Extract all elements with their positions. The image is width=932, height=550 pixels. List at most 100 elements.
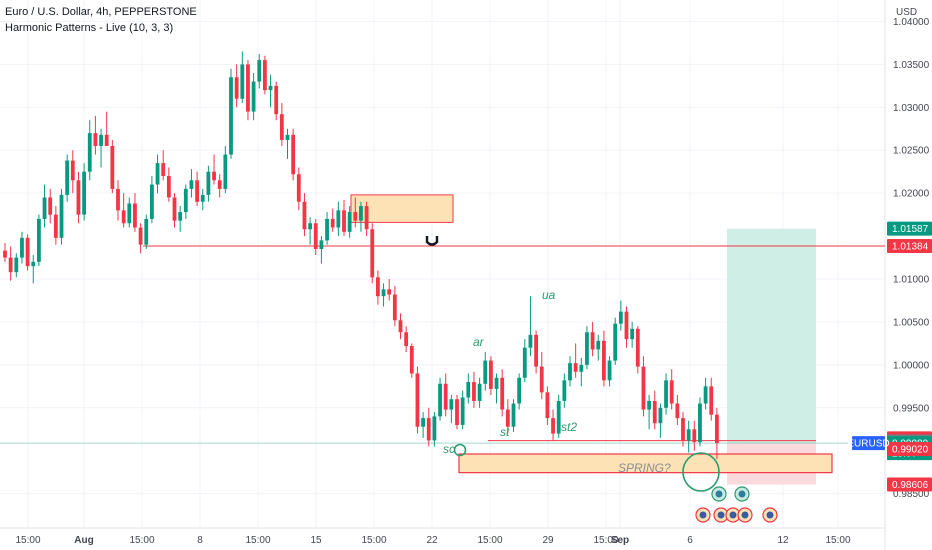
candle-body — [455, 399, 459, 425]
candle-body — [466, 382, 471, 398]
y-tick-label: 1.00500 — [893, 317, 930, 328]
price-tag — [887, 221, 932, 236]
candle-body — [82, 171, 86, 215]
candle-body — [302, 201, 307, 230]
candle-body — [494, 377, 499, 389]
currency-label: USD — [896, 7, 917, 18]
y-tick-label: 1.02000 — [893, 189, 930, 200]
candle-body — [195, 180, 199, 202]
candle-body — [65, 160, 70, 195]
candle-body — [116, 188, 120, 211]
candle-body — [70, 160, 75, 181]
event-icon-flag — [717, 511, 725, 519]
candle-body — [263, 60, 267, 91]
candle-body — [641, 366, 646, 410]
y-axis[interactable]: 1.04000 1.03500 1.03000 1.02500 1.02000 1.010… — [893, 17, 930, 500]
candle-body — [602, 340, 606, 381]
candle-body — [20, 237, 24, 258]
candle-body — [127, 203, 132, 224]
x-tick-label: Aug — [74, 535, 93, 546]
candle-body — [404, 332, 409, 346]
price-tag — [887, 239, 932, 254]
candle-body — [246, 64, 250, 112]
candle-body — [647, 400, 651, 410]
candle-body — [313, 223, 318, 249]
event-icon-flag — [699, 511, 707, 519]
candle-body — [596, 340, 601, 350]
candle-body — [319, 240, 324, 249]
candle-body — [426, 418, 431, 441]
candle-body — [223, 154, 228, 189]
candle-body — [483, 360, 488, 384]
candle-body — [150, 184, 154, 219]
candle-body — [189, 180, 194, 189]
candle-body — [37, 218, 41, 262]
candle-body — [99, 134, 103, 146]
candle-body — [421, 418, 425, 427]
x-tick-label: 12 — [777, 535, 789, 546]
symbol-tag — [852, 436, 885, 451]
event-icon-flag — [741, 511, 749, 519]
y-tick-label: 0.98500 — [893, 489, 930, 500]
candle-body — [353, 212, 358, 221]
candle-body — [76, 180, 81, 215]
candle-body — [330, 218, 335, 228]
candle-body — [607, 360, 612, 381]
candle-body — [121, 210, 126, 224]
candle-body — [308, 223, 312, 230]
candle-body — [336, 210, 341, 228]
candle-body — [14, 257, 19, 273]
candle-body — [551, 418, 555, 434]
candle-body — [511, 403, 516, 427]
x-axis[interactable]: 15:00 Aug 15:00 8 15:00 15 15:00 22 15:00 29 15:00… — [15, 535, 850, 546]
candle-body — [392, 294, 397, 321]
candle-body — [505, 409, 510, 427]
candle-body — [87, 133, 92, 172]
overlays: ar ua st st2 sc SPRING? — [425, 236, 778, 523]
candle-body — [489, 360, 493, 389]
x-tick-label: 15 — [310, 535, 322, 546]
spring-zone — [458, 453, 833, 474]
candle-body — [25, 237, 30, 267]
candle-body — [347, 212, 352, 232]
candle-body — [669, 380, 674, 404]
x-tick-label: 8 — [197, 535, 203, 546]
candle-body — [703, 386, 708, 404]
candle-body — [579, 364, 584, 372]
candle-body — [692, 429, 697, 443]
candle-body — [8, 257, 13, 273]
candle-body — [585, 332, 589, 365]
candle-body — [200, 194, 205, 202]
candle-body — [279, 114, 284, 140]
x-tick-label: 22 — [426, 535, 438, 546]
spring-label: SPRING? — [618, 461, 671, 475]
x-tick-label: 29 — [542, 535, 554, 546]
candle-body — [517, 377, 522, 404]
candle-body — [251, 81, 256, 112]
event-icon-flag — [729, 511, 737, 519]
candle-body — [528, 334, 533, 348]
sc-circle — [453, 443, 467, 457]
candle-body — [624, 311, 629, 340]
candle-body — [500, 377, 505, 410]
x-tick-label: 6 — [687, 535, 693, 546]
event-icon-flag — [738, 490, 746, 498]
candle-body — [675, 403, 680, 419]
price-tag-label: 1.01587 — [892, 224, 929, 235]
x-tick-label: 15:00 — [593, 535, 618, 546]
y-tick-label: 1.03500 — [893, 60, 930, 71]
candle-body — [432, 416, 437, 441]
y-tick-label: 1.02500 — [893, 146, 930, 157]
candle-body — [635, 328, 640, 367]
magnet-icon — [425, 236, 439, 246]
candles — [3, 51, 719, 460]
candle-body — [104, 134, 109, 146]
target-zone — [727, 228, 816, 444]
candle-body — [229, 77, 233, 155]
chart-title: Euro / U.S. Dollar, 4h, PEPPERSTONE — [5, 6, 197, 18]
y-tick-label: 1.04000 — [893, 17, 930, 28]
candle-body — [664, 380, 668, 408]
annotation-label: ar — [473, 335, 485, 349]
zones — [0, 194, 885, 485]
